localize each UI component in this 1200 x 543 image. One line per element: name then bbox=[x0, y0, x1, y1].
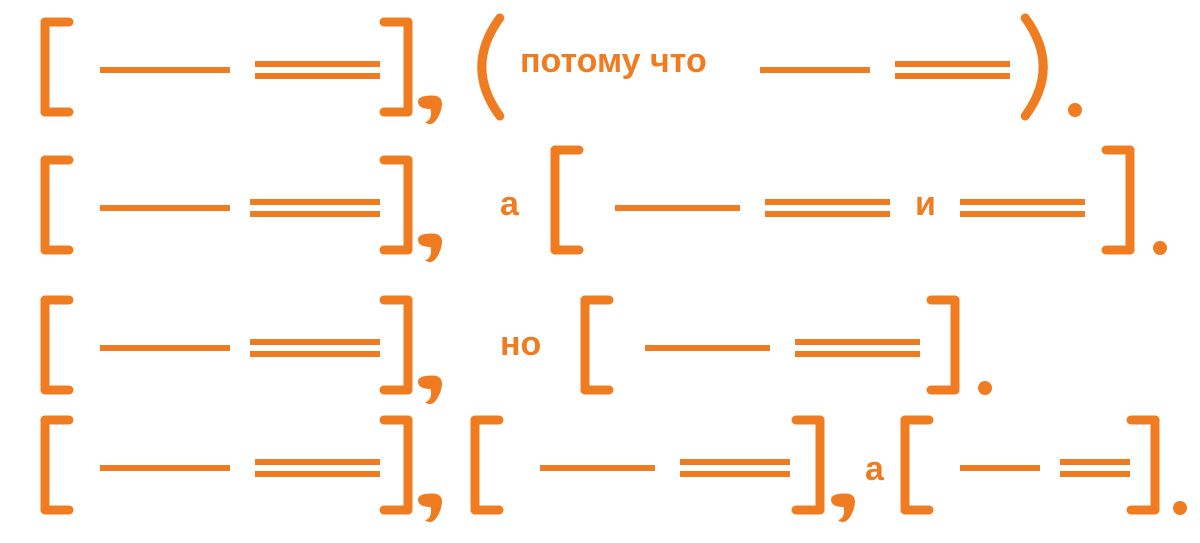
bracket-close bbox=[384, 420, 408, 510]
conjunction-text: а bbox=[500, 185, 520, 223]
bracket-open bbox=[45, 22, 69, 112]
bracket-open bbox=[45, 160, 69, 250]
bracket-close bbox=[1106, 150, 1130, 250]
predicate-line bbox=[250, 342, 380, 354]
predicate-line bbox=[1060, 462, 1130, 474]
bracket-close bbox=[384, 160, 408, 250]
sentence-schema-diagram: потому чтоаиноа bbox=[0, 0, 1200, 543]
predicate-line bbox=[960, 202, 1085, 214]
paren-open bbox=[482, 18, 500, 116]
period bbox=[1173, 501, 1187, 515]
bracket-close bbox=[1131, 420, 1155, 510]
comma bbox=[831, 494, 855, 523]
bracket-open bbox=[585, 300, 609, 390]
conjunction-text: а bbox=[865, 450, 885, 488]
bracket-close bbox=[796, 420, 820, 510]
comma bbox=[418, 96, 442, 125]
predicate-line bbox=[680, 462, 790, 474]
bracket-close bbox=[931, 300, 955, 390]
predicate-line bbox=[255, 64, 380, 76]
schema-row: но bbox=[45, 300, 992, 404]
bracket-open bbox=[555, 150, 579, 250]
period bbox=[1153, 241, 1167, 255]
bracket-open bbox=[45, 300, 69, 390]
bracket-close bbox=[384, 22, 408, 112]
comma bbox=[418, 494, 442, 523]
schema-row: а bbox=[45, 420, 1187, 522]
bracket-open bbox=[475, 420, 499, 510]
predicate-line bbox=[250, 202, 380, 214]
bracket-open bbox=[905, 420, 929, 510]
period bbox=[978, 381, 992, 395]
schema-row: аи bbox=[45, 150, 1167, 262]
conjunction-text: потому что bbox=[520, 42, 707, 80]
comma bbox=[418, 376, 442, 405]
schema-row: потому что bbox=[45, 18, 1082, 124]
predicate-line bbox=[795, 342, 920, 354]
predicate-line bbox=[765, 202, 890, 214]
conjunction-text: и bbox=[915, 185, 936, 223]
predicate-line bbox=[895, 64, 1010, 76]
paren-close bbox=[1025, 18, 1043, 116]
period bbox=[1068, 103, 1082, 117]
bracket-open bbox=[45, 420, 69, 510]
predicate-line bbox=[255, 462, 380, 474]
conjunction-text: но bbox=[500, 325, 541, 363]
comma bbox=[418, 234, 442, 263]
bracket-close bbox=[384, 300, 408, 390]
